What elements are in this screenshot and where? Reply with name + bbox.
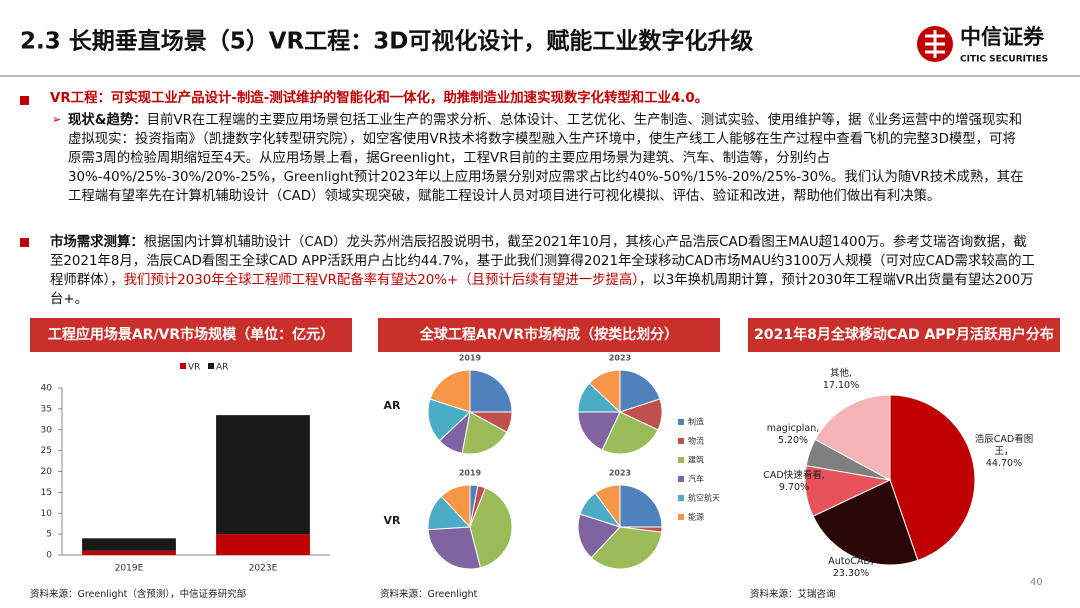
- bullet-text: ，以3年换机周期计算，预计2030年工程端VR出货量有望达200万台+。: [50, 273, 1034, 307]
- column-label: 2019: [459, 354, 482, 363]
- pie-label-name: magicplan,: [766, 423, 820, 434]
- legend-label: 汽车: [688, 474, 704, 484]
- bullet-2: 现状&趋势：目前VR在工程端的主要应用场景包括工业生产的需求分析、总体设计、工艺…: [68, 111, 1028, 206]
- row-label: AR: [384, 399, 402, 412]
- bullet-highlight: 我们预计2030年全球工程师工程VR配备率有望达20%+（且预计后续有望进一步提…: [123, 273, 639, 288]
- bullet-3: 市场需求测算：根据国内计算机辅助设计（CAD）龙头苏州浩辰招股说明书，截至202…: [50, 233, 1035, 309]
- y-tick-label: 5: [46, 530, 52, 540]
- pie-slice: [427, 398, 471, 442]
- y-tick-label: 40: [41, 384, 53, 394]
- row-label: VR: [384, 514, 402, 527]
- legend-swatch: [678, 514, 684, 520]
- column-label: 2019: [459, 469, 482, 478]
- y-tick-label: 30: [41, 425, 53, 435]
- column-label: 2023: [609, 354, 631, 363]
- y-tick-label: 25: [41, 446, 52, 456]
- pie-slice: [469, 487, 513, 569]
- legend-swatch: [208, 363, 214, 369]
- pie-label-value: 44.70%: [985, 458, 1023, 469]
- pie-slice: [577, 411, 621, 451]
- pie-slice: [590, 526, 663, 570]
- legend-label: 航空航天: [688, 493, 720, 503]
- legend-swatch: [678, 419, 684, 425]
- bar-segment: [82, 538, 176, 551]
- bullet-1: VR工程：可实现工业产品设计-制造-测试维护的智能化和一体化，助推制造业加速实现…: [50, 91, 709, 106]
- legend-label: 物流: [688, 436, 704, 446]
- legend-label: 制造: [688, 417, 704, 427]
- bullet-label: 市场需求测算：: [50, 235, 144, 250]
- legend-label: AR: [216, 363, 228, 373]
- legend-swatch: [678, 457, 684, 463]
- pie-label-name: AutoCAD,: [828, 556, 874, 567]
- pie-slice: [619, 484, 663, 528]
- chart-title: 全球工程AR/VR市场构成（按类比划分）: [378, 318, 720, 352]
- bar-segment: [82, 550, 176, 555]
- pie-slice: [469, 369, 513, 413]
- y-tick-label: 0: [46, 551, 52, 561]
- logo-pattern: [925, 30, 945, 58]
- pie-label: magicplan, 5.20%: [757, 423, 829, 447]
- legend-label: 能源: [688, 512, 704, 522]
- bar-segment: [216, 415, 310, 535]
- page-number: 40: [1030, 577, 1043, 588]
- pie-slice: [814, 394, 891, 481]
- x-tick-label: 2019E: [115, 564, 144, 574]
- slide-title: 2.3 长期垂直场景（5）VR工程：3D可视化设计，赋能工业数字化升级: [20, 28, 753, 55]
- pie-label-value: 9.70%: [778, 482, 810, 493]
- x-tick-label: 2023E: [249, 564, 278, 574]
- pie-slice: [601, 411, 659, 455]
- pie-label: AutoCAD, 23.30%: [815, 556, 887, 580]
- pie-slice: [619, 369, 661, 413]
- bullet-text: 根据国内计算机辅助设计（CAD）龙头苏州浩辰招股说明书，截至2021年10月，其…: [50, 235, 1035, 288]
- pie-label-name: 其他,: [829, 368, 853, 379]
- legend-swatch: [180, 363, 186, 369]
- pie-slice: [429, 369, 471, 413]
- legend-swatch: [678, 438, 684, 444]
- bullet-text: 目前VR在工程端的主要应用场景包括工业生产的需求分析、总体设计、工艺优化、生产制…: [68, 113, 1024, 204]
- pie-label-value: 5.20%: [777, 435, 809, 446]
- legend-swatch: [678, 495, 684, 501]
- pie-slice: [588, 369, 621, 414]
- legend-label: 建筑: [688, 455, 704, 465]
- pie-label: 浩辰CAD看图王， 44.70%: [968, 434, 1040, 470]
- y-tick-label: 10: [41, 509, 53, 519]
- chart-title: 工程应用场景AR/VR市场规模（单位：亿元）: [30, 318, 352, 352]
- bullet-marker: [20, 238, 29, 247]
- chart-title: 2021年8月全球移动CAD APP月活跃用户分布: [748, 318, 1060, 352]
- pie-label-value: 23.30%: [832, 568, 870, 579]
- pie-label: 其他, 17.10%: [805, 368, 877, 392]
- legend-swatch: [678, 476, 684, 482]
- legend-label: VR: [188, 363, 200, 373]
- bullet-label: 现状&趋势：: [68, 113, 147, 128]
- pie-slice: [594, 484, 621, 529]
- pie-slice: [889, 394, 976, 561]
- y-tick-label: 20: [41, 467, 53, 477]
- source: 资料来源：Greenlight（含预测），中信证券研究部: [30, 589, 247, 600]
- logo-cn: 中信证券: [960, 25, 1045, 49]
- pie-slice: [461, 411, 508, 455]
- pie-label: CAD快速看看, 9.70%: [758, 470, 830, 494]
- source: 资料来源：Greenlight: [380, 589, 478, 600]
- sub-bullet-arrow: ➢: [52, 113, 61, 126]
- source: 资料来源：艾瑞咨询: [750, 589, 836, 600]
- pie-slice: [427, 526, 482, 570]
- pie-label-name: 浩辰CAD看图王，: [974, 434, 1034, 457]
- pie-slice: [812, 479, 919, 566]
- pie-label-name: CAD快速看看,: [763, 470, 825, 481]
- logo-en: CITIC SECURITIES: [960, 55, 1048, 65]
- pie-slice: [577, 513, 621, 559]
- column-label: 2023: [609, 469, 631, 478]
- y-tick-label: 15: [41, 488, 52, 498]
- bar-segment: [216, 534, 310, 555]
- y-tick-label: 35: [41, 404, 52, 414]
- pie-slice: [440, 484, 471, 529]
- bullet-marker: [20, 96, 29, 105]
- pie-label-value: 17.10%: [822, 380, 860, 391]
